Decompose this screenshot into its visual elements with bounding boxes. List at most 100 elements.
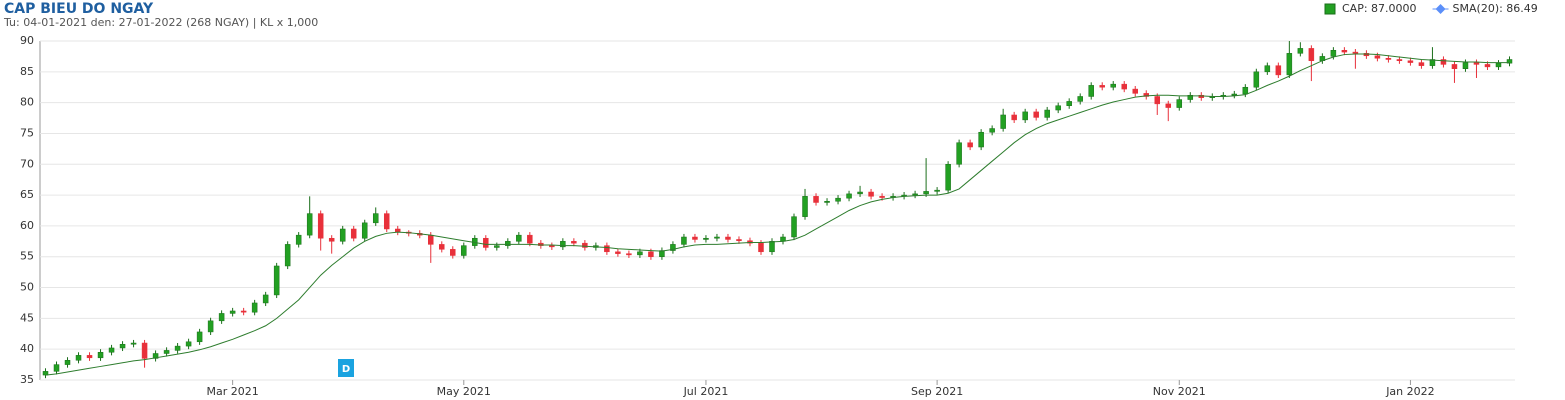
candle-body [703, 237, 709, 240]
candle-body [97, 352, 104, 359]
candle-body [659, 250, 665, 257]
legend-swatch [1324, 3, 1336, 15]
candle-body [86, 355, 93, 359]
candle-body [240, 310, 247, 313]
candle-body [1253, 71, 1260, 88]
sma-line [45, 53, 1510, 376]
candle-body [857, 191, 863, 195]
candle-body [912, 193, 918, 196]
candle-body [328, 237, 335, 242]
candle-body [945, 164, 951, 191]
candle-body [1044, 109, 1050, 118]
candle-body [615, 251, 621, 254]
candle-body [1275, 65, 1282, 76]
candle-body [130, 342, 137, 345]
candle-body [725, 236, 731, 240]
x-tick-label: Sep 2021 [911, 385, 963, 398]
candle-body [835, 197, 841, 202]
y-tick-label: 90 [20, 34, 34, 47]
candle-body [1088, 85, 1094, 97]
candle-body [119, 344, 126, 349]
candle-body [273, 265, 280, 296]
candle-body [956, 142, 962, 165]
candle-body [626, 253, 632, 256]
candle-body [934, 189, 940, 192]
x-tick-label: Nov 2021 [1153, 385, 1206, 398]
candle-body [306, 213, 313, 236]
candle-body [1396, 59, 1403, 61]
candle-body [1330, 49, 1337, 57]
chart-title: CAP BIEU DO NGAY [4, 1, 154, 17]
legend-marker [1435, 4, 1446, 14]
legend-label: SMA(20): 86.49 [1453, 2, 1538, 15]
y-tick-label: 85 [20, 65, 34, 78]
y-tick-label: 70 [20, 157, 34, 170]
chart-subtitle: Tu: 04-01-2021 den: 27-01-2022 (268 NGAY… [3, 16, 318, 29]
candle-body [207, 320, 214, 333]
candle-body [1187, 94, 1194, 100]
candle-body [218, 313, 225, 322]
candle-body [582, 242, 588, 248]
candle-body [229, 310, 236, 314]
candle-body [372, 213, 379, 224]
candle-body [1132, 88, 1138, 94]
candle-body [284, 244, 291, 267]
candle-body [196, 331, 203, 343]
y-tick-label: 40 [20, 342, 34, 355]
candle-body [560, 241, 566, 248]
candle-body [1506, 59, 1513, 64]
candle-body [450, 249, 456, 256]
candle-body [769, 241, 775, 253]
candle-body [1264, 65, 1271, 73]
y-tick-label: 55 [20, 250, 34, 263]
candle-body [1374, 55, 1381, 59]
candle-body [1495, 62, 1502, 68]
y-tick-label: 50 [20, 281, 34, 294]
candle-body [163, 350, 170, 354]
candle-body [1429, 59, 1436, 66]
x-tick-label: Mar 2021 [207, 385, 259, 398]
candle-body [108, 347, 115, 353]
y-tick-label: 60 [20, 219, 34, 232]
candle-body [1407, 60, 1414, 63]
candle-body [868, 191, 874, 197]
event-marker [338, 359, 354, 377]
candle-body [978, 131, 984, 148]
candle-body [1297, 48, 1304, 54]
candle-body [1011, 114, 1017, 121]
candle-body [1418, 62, 1425, 66]
candle-body [1484, 64, 1491, 68]
candle-body [923, 191, 929, 195]
candle-body [1451, 64, 1458, 69]
candle-body [141, 342, 148, 359]
candle-body [1154, 96, 1161, 105]
candle-body [879, 196, 885, 198]
candle-body [1286, 53, 1293, 76]
x-tick-label: Jan 2022 [1385, 385, 1434, 398]
candle-body [736, 239, 742, 241]
candle-body [1341, 49, 1348, 53]
candle-body [516, 234, 522, 242]
candle-body [185, 341, 192, 347]
candle-body [1066, 101, 1072, 106]
candle-body [461, 245, 467, 256]
candle-body [64, 360, 71, 365]
candle-body [1055, 105, 1061, 111]
candle-body [53, 364, 60, 372]
candle-body [527, 234, 533, 244]
candle-body [1165, 103, 1172, 108]
candle-body [1077, 96, 1083, 102]
candle-body [174, 345, 181, 351]
candle-body [295, 234, 302, 245]
candle-body [251, 302, 258, 313]
y-tick-label: 80 [20, 96, 34, 109]
candle-body [747, 240, 753, 244]
candle-body [681, 236, 687, 245]
candle-body [637, 251, 643, 256]
candle-body [317, 213, 324, 239]
candle-body [1143, 93, 1149, 97]
candle-body [75, 355, 82, 361]
y-tick-label: 75 [20, 126, 34, 139]
candle-body [1033, 111, 1039, 118]
